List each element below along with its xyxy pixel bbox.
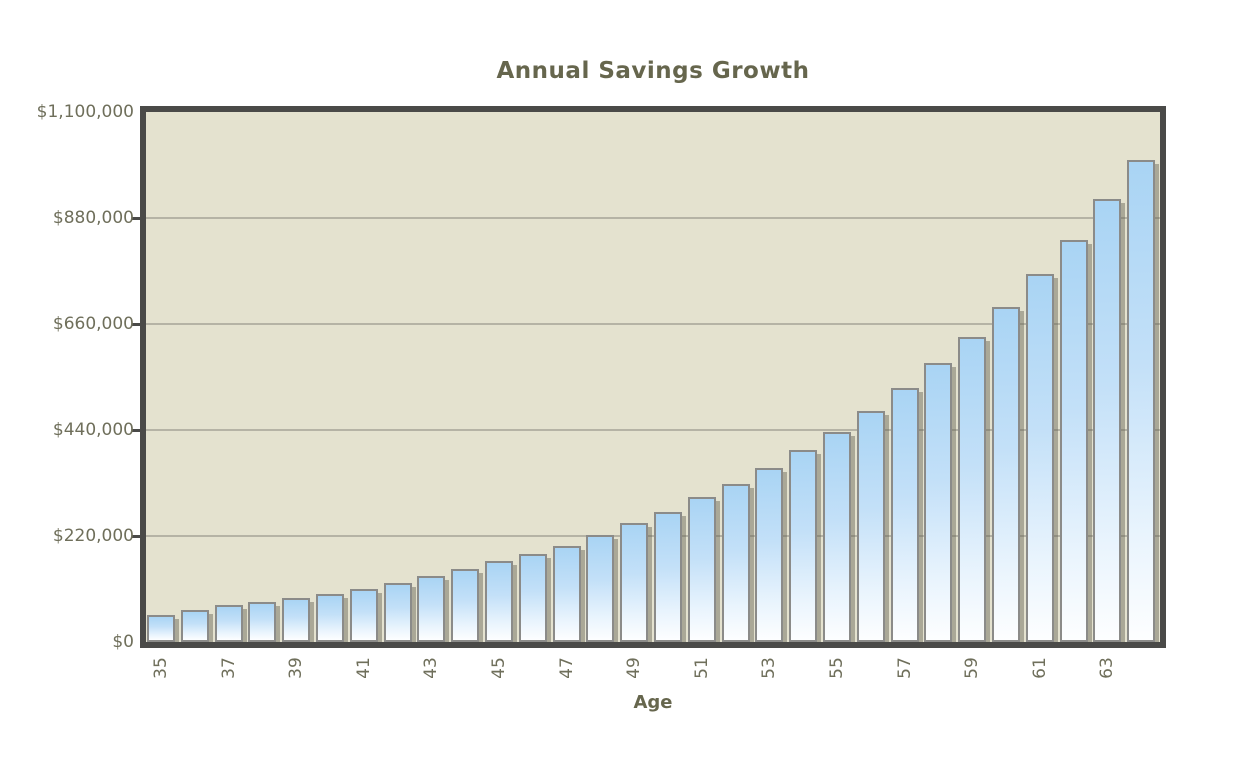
bar: [1059, 240, 1088, 642]
y-axis-tick: [132, 535, 140, 538]
gridline: [146, 535, 1160, 537]
bar: [248, 602, 277, 642]
bar: [924, 363, 953, 642]
bar: [687, 497, 716, 642]
gridline: [146, 323, 1160, 325]
bar: [890, 388, 919, 642]
bar: [1025, 274, 1054, 642]
bar: [789, 450, 818, 642]
bar: [349, 589, 378, 642]
bar: [958, 337, 987, 642]
bar: [1127, 160, 1156, 642]
bar: [586, 535, 615, 642]
x-axis-title: Age: [633, 692, 673, 713]
bar: [383, 583, 412, 642]
bar: [552, 546, 581, 642]
bar: [485, 561, 513, 642]
y-axis-tick: [132, 429, 140, 432]
y-axis-tick-label: $0: [112, 632, 134, 652]
bar: [214, 605, 243, 642]
bar: [316, 594, 344, 642]
bar: [451, 569, 480, 642]
bar: [180, 610, 209, 642]
x-axis-tick-label: 43: [421, 657, 442, 679]
x-axis-tick-label: 59: [962, 657, 983, 679]
x-axis-tick-label: 53: [759, 657, 780, 679]
bar: [282, 598, 311, 642]
x-axis-tick-label: 37: [218, 657, 239, 679]
y-axis-tick: [132, 323, 140, 326]
x-axis-tick-label: 45: [489, 657, 509, 679]
chart-title: Annual Savings Growth: [496, 58, 810, 84]
y-axis-tick-label: $660,000: [52, 314, 134, 334]
y-axis-tick: [132, 217, 140, 220]
bar: [823, 432, 851, 642]
y-axis-tick-label: $1,100,000: [36, 102, 134, 122]
x-axis-tick-label: 51: [691, 657, 712, 679]
bar: [1093, 199, 1122, 642]
x-axis-tick-label: 49: [624, 657, 645, 679]
x-axis-tick-label: 57: [894, 657, 915, 679]
bar: [992, 307, 1020, 642]
x-axis-tick-label: 35: [151, 657, 171, 679]
y-axis-tick-label: $880,000: [52, 208, 134, 228]
x-axis-tick-label: 61: [1029, 657, 1050, 679]
x-axis-tick-label: 63: [1097, 657, 1118, 679]
y-axis-tick-label: $440,000: [52, 420, 134, 440]
bar: [518, 554, 547, 642]
bar: [856, 411, 885, 642]
gridline: [146, 217, 1160, 219]
x-axis-tick-label: 41: [353, 657, 374, 679]
x-axis-tick-label: 39: [286, 657, 307, 679]
plot-inner: [146, 112, 1160, 642]
bar: [147, 615, 175, 642]
x-axis-tick-label: 47: [556, 657, 577, 679]
bar: [721, 484, 750, 642]
gridline: [146, 429, 1160, 431]
y-axis-tick-label: $220,000: [52, 526, 134, 546]
bar: [654, 512, 682, 642]
bar: [755, 468, 784, 642]
bar: [620, 523, 649, 642]
plot-area: [140, 106, 1166, 648]
bar: [417, 576, 446, 642]
x-axis-tick-label: 55: [827, 657, 847, 679]
